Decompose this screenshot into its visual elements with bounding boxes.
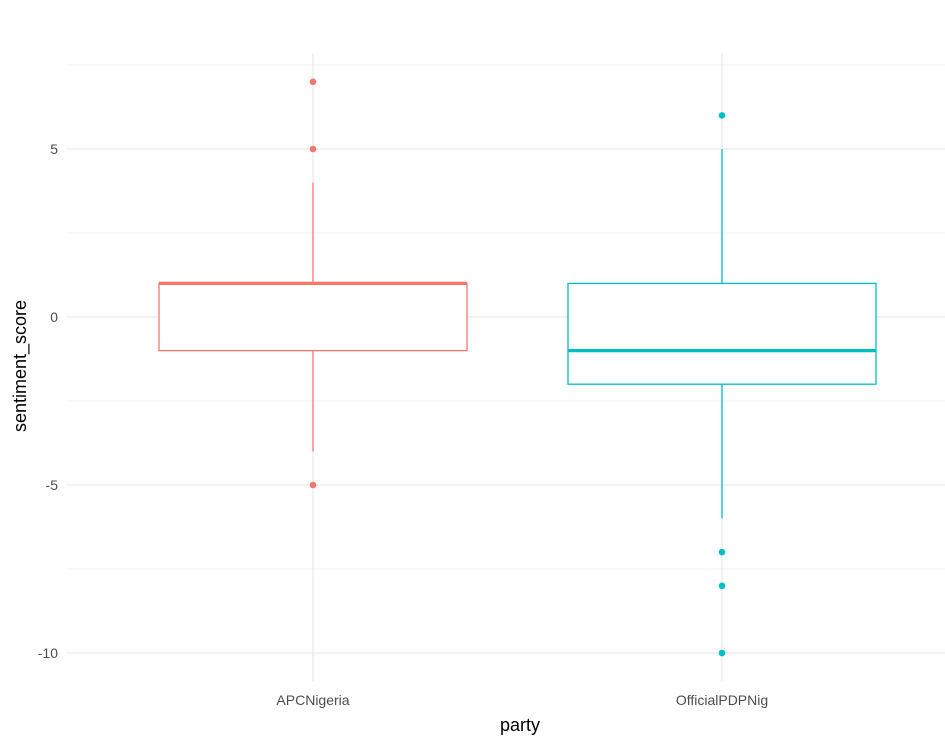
y-axis-ticks: -10 -5 0 5 [38,141,58,661]
minor-gridlines [67,64,945,570]
x-axis-title: party [500,715,540,735]
y-tick-label: -10 [38,645,58,661]
outlier-point [718,548,726,556]
box-APCNigeria [158,78,468,489]
box-iqr [158,282,468,352]
box-OfficialPDPNig [567,112,877,657]
outlier-point [718,112,726,119]
boxplot-series [158,78,877,657]
y-tick-label: 5 [50,141,58,157]
outlier-point [718,582,726,590]
box-iqr [567,282,877,385]
y-axis-title: sentiment_score [10,300,31,432]
outlier-point [309,481,317,489]
x-tick-label: OfficialPDPNig [676,692,768,708]
y-tick-label: -5 [46,477,59,493]
x-tick-label: APCNigeria [276,692,349,708]
outlier-point [718,649,726,657]
outlier-point [309,78,317,86]
y-tick-label: 0 [50,309,58,325]
outlier-point [309,145,317,153]
x-axis-ticks: APCNigeria OfficialPDPNig [276,692,768,708]
